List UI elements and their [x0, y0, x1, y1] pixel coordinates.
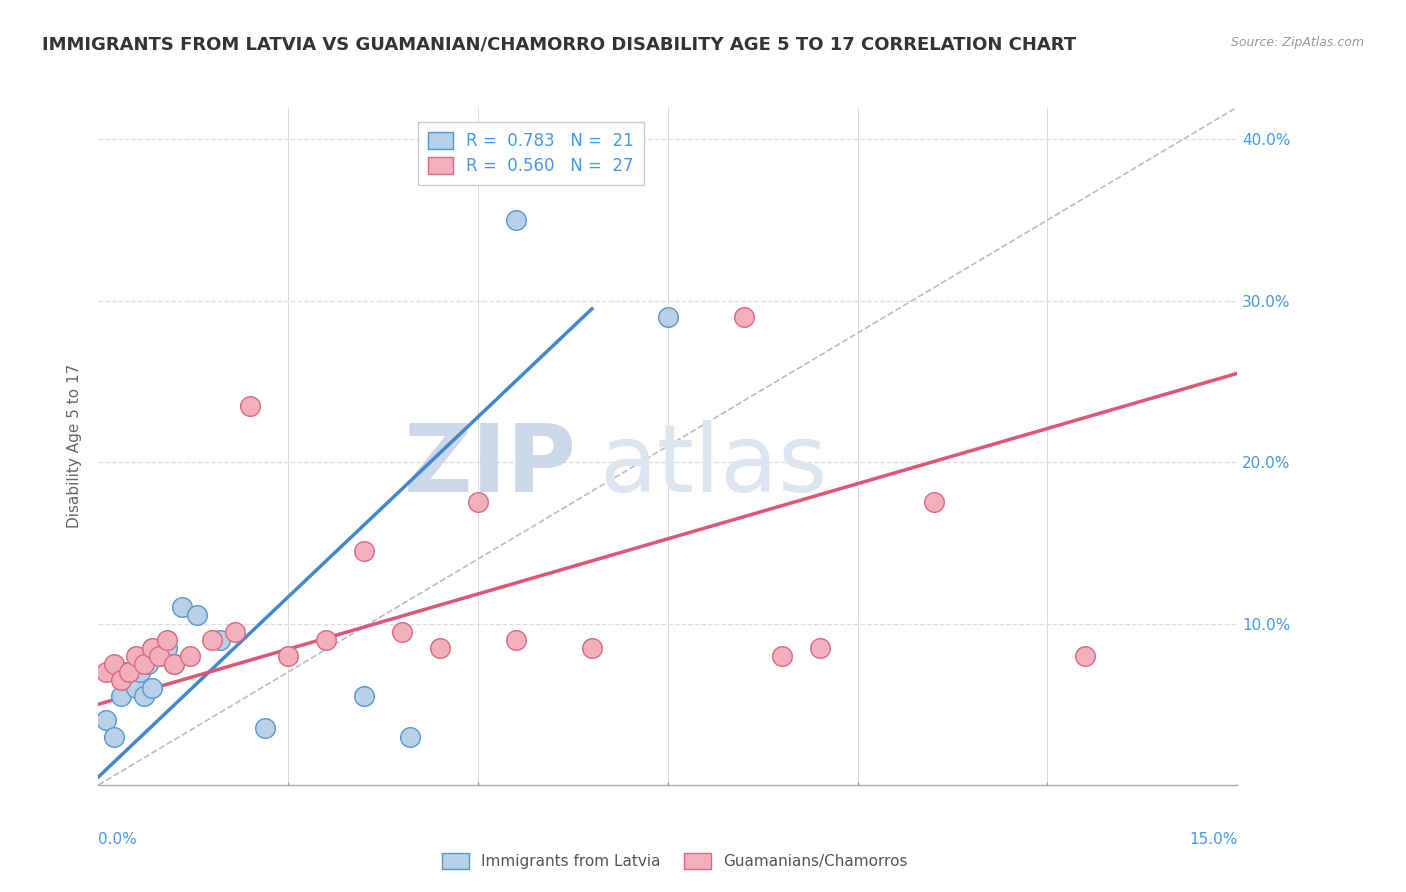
Point	[770, 648, 793, 663]
Point	[141, 681, 163, 695]
Point	[118, 665, 141, 679]
Point	[505, 632, 527, 647]
Point	[808, 640, 831, 655]
Point	[163, 657, 186, 671]
Text: ZIP: ZIP	[404, 420, 576, 512]
Point	[118, 673, 141, 687]
Point	[186, 608, 208, 623]
Point	[114, 665, 136, 679]
Point	[239, 399, 262, 413]
Legend: R =  0.783   N =  21, R =  0.560   N =  27: R = 0.783 N = 21, R = 0.560 N = 27	[418, 122, 644, 186]
Point	[201, 632, 224, 647]
Point	[103, 730, 125, 744]
Point	[277, 648, 299, 663]
Point	[132, 689, 155, 703]
Point	[148, 648, 170, 663]
Point	[1074, 648, 1097, 663]
Point	[156, 640, 179, 655]
Point	[94, 665, 117, 679]
Point	[224, 624, 246, 639]
Point	[132, 657, 155, 671]
Point	[657, 310, 679, 324]
Text: atlas: atlas	[599, 420, 828, 512]
Point	[110, 673, 132, 687]
Legend: Immigrants from Latvia, Guamanians/Chamorros: Immigrants from Latvia, Guamanians/Chamo…	[436, 847, 914, 875]
Point	[429, 640, 451, 655]
Point	[94, 714, 117, 728]
Point	[353, 544, 375, 558]
Point	[922, 495, 945, 509]
Point	[315, 632, 337, 647]
Point	[733, 310, 755, 324]
Point	[208, 632, 231, 647]
Point	[141, 640, 163, 655]
Point	[353, 689, 375, 703]
Point	[391, 624, 413, 639]
Point	[125, 648, 148, 663]
Point	[148, 648, 170, 663]
Point	[136, 657, 159, 671]
Text: Source: ZipAtlas.com: Source: ZipAtlas.com	[1230, 36, 1364, 49]
Point	[505, 213, 527, 227]
Point	[254, 722, 277, 736]
Text: 0.0%: 0.0%	[98, 832, 138, 847]
Point	[467, 495, 489, 509]
Point	[156, 632, 179, 647]
Point	[170, 600, 193, 615]
Y-axis label: Disability Age 5 to 17: Disability Age 5 to 17	[67, 364, 83, 528]
Point	[129, 665, 152, 679]
Text: IMMIGRANTS FROM LATVIA VS GUAMANIAN/CHAMORRO DISABILITY AGE 5 TO 17 CORRELATION : IMMIGRANTS FROM LATVIA VS GUAMANIAN/CHAM…	[42, 36, 1077, 54]
Text: 15.0%: 15.0%	[1189, 832, 1237, 847]
Point	[103, 657, 125, 671]
Point	[179, 648, 201, 663]
Point	[581, 640, 603, 655]
Point	[125, 681, 148, 695]
Point	[163, 657, 186, 671]
Point	[110, 689, 132, 703]
Point	[398, 730, 420, 744]
